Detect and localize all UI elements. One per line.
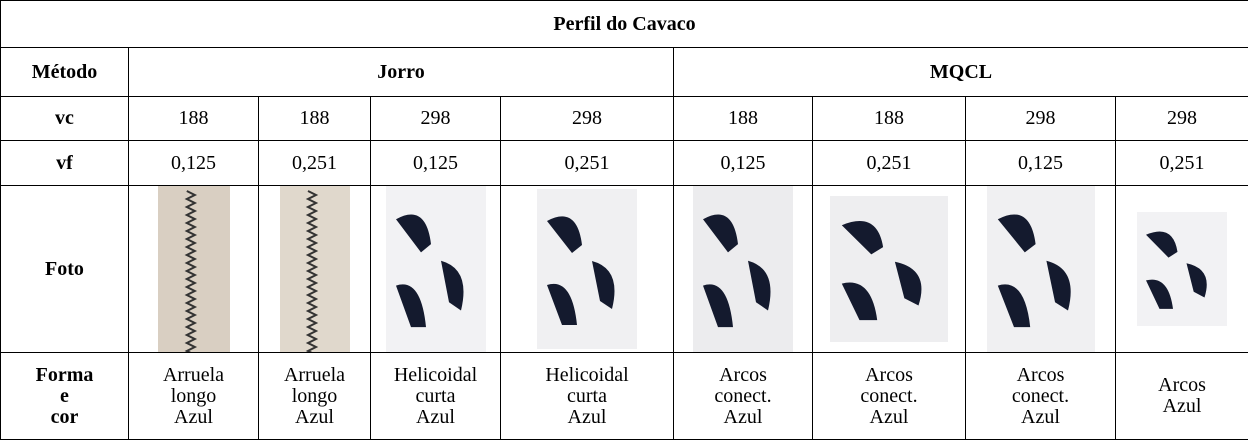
cell-line: Azul: [129, 407, 258, 428]
cell-line: Helicoidal: [371, 365, 500, 386]
table-cell: 188: [674, 97, 813, 141]
table-cell: 298: [501, 97, 674, 141]
table-row: Perfil do Cavaco: [1, 1, 1248, 48]
table-cell: 188: [813, 97, 966, 141]
photo-wrap: [1116, 186, 1248, 352]
cell-line: Azul: [674, 407, 812, 428]
chip-photo: [386, 186, 486, 352]
cell-line: Arcos: [966, 365, 1115, 386]
photo-wrap: [259, 186, 370, 352]
chip-photo: [987, 186, 1095, 352]
table-cell: 188: [259, 97, 371, 141]
table-cell: 298: [966, 97, 1116, 141]
cell-line: Arruela: [129, 365, 258, 386]
table-cell: 0,251: [1116, 141, 1248, 186]
cell-line: conect.: [674, 386, 812, 407]
table-cell: 0,251: [501, 141, 674, 186]
photo-wrap: [674, 186, 812, 352]
cell-line: Azul: [371, 407, 500, 428]
photo-wrap: [813, 186, 965, 352]
cell-line: Azul: [1116, 396, 1248, 417]
table-cell: 298: [1116, 97, 1248, 141]
photo-wrap: [966, 186, 1115, 352]
photo-cell: [966, 186, 1116, 353]
cell-line: curta: [501, 386, 673, 407]
cell-line: Arcos: [1116, 375, 1248, 396]
table-cell: 188: [129, 97, 259, 141]
photo-wrap: [129, 186, 258, 352]
photo-cell: [813, 186, 966, 353]
chip-photo: [830, 196, 948, 342]
cell-line: Arcos: [813, 365, 965, 386]
chip-photo: [280, 186, 350, 352]
cell-line: Forma: [1, 365, 128, 386]
table-cell: 0,125: [966, 141, 1116, 186]
photo-cell: [129, 186, 259, 353]
chip-photo: [537, 189, 637, 349]
cell-line: Azul: [813, 407, 965, 428]
table-cell: vc: [1, 97, 129, 141]
table-cell: 0,125: [129, 141, 259, 186]
cell-line: conect.: [966, 386, 1115, 407]
chip-photo: [1137, 212, 1227, 326]
cell-line: Helicoidal: [501, 365, 673, 386]
photo-cell: [259, 186, 371, 353]
cell-line: e: [1, 386, 128, 407]
cell-line: conect.: [813, 386, 965, 407]
table-cell: 0,251: [259, 141, 371, 186]
cell-line: curta: [371, 386, 500, 407]
table-cell: Foto: [1, 186, 129, 353]
cell-line: Azul: [501, 407, 673, 428]
table-cell: Perfil do Cavaco: [1, 1, 1248, 48]
cell-line: cor: [1, 407, 128, 428]
table-row: Foto: [1, 186, 1248, 353]
table-cell: 0,125: [674, 141, 813, 186]
table-cell: MQCL: [674, 48, 1248, 97]
photo-wrap: [371, 186, 500, 352]
chip-photo: [158, 186, 230, 352]
cell-line: Arcos: [674, 365, 812, 386]
photo-cell: [1116, 186, 1248, 353]
table-cell: vf: [1, 141, 129, 186]
cell-line: longo: [129, 386, 258, 407]
table-cell: Jorro: [129, 48, 674, 97]
table-cell: 298: [371, 97, 501, 141]
photo-cell: [674, 186, 813, 353]
chip-photo: [693, 186, 793, 352]
table-cell: Método: [1, 48, 129, 97]
cell-line: Arruela: [259, 365, 370, 386]
cell-line: Azul: [259, 407, 370, 428]
photo-cell: [501, 186, 674, 353]
table-cell: 0,251: [813, 141, 966, 186]
photo-wrap: [501, 186, 673, 352]
photo-cell: [371, 186, 501, 353]
table-cell: 0,125: [371, 141, 501, 186]
cell-line: Azul: [966, 407, 1115, 428]
cell-line: longo: [259, 386, 370, 407]
